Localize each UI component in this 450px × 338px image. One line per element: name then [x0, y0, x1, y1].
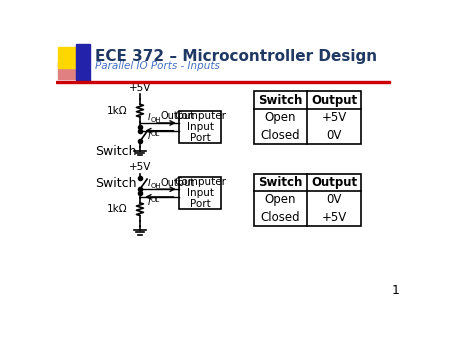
Text: 0V: 0V — [326, 193, 342, 207]
Text: I: I — [148, 113, 150, 122]
Text: I: I — [148, 132, 150, 141]
Text: Open: Open — [265, 193, 297, 207]
Text: Output: Output — [160, 112, 194, 121]
Text: Open: Open — [265, 111, 297, 124]
Text: +5V: +5V — [321, 211, 347, 224]
Bar — [56, 81, 390, 83]
Text: +5V: +5V — [129, 83, 151, 93]
Text: 1kΩ: 1kΩ — [107, 106, 127, 116]
Text: +5V: +5V — [129, 162, 151, 172]
Text: OL: OL — [151, 197, 160, 203]
Text: Switch: Switch — [258, 176, 303, 189]
Bar — [58, 62, 75, 79]
Text: I: I — [148, 179, 150, 188]
Text: 0V: 0V — [326, 128, 342, 142]
Text: Port: Port — [189, 132, 211, 143]
Bar — [58, 47, 80, 68]
Text: Input: Input — [186, 188, 213, 198]
Text: Switch: Switch — [258, 94, 303, 106]
Text: Computer: Computer — [174, 177, 226, 187]
Bar — [179, 111, 221, 143]
Text: Closed: Closed — [261, 128, 301, 142]
Text: Switch: Switch — [95, 177, 137, 190]
Text: OH: OH — [151, 117, 162, 123]
Text: Input: Input — [186, 122, 213, 132]
Text: 1kΩ: 1kΩ — [107, 204, 127, 214]
Text: OH: OH — [151, 183, 162, 189]
Text: +5V: +5V — [321, 111, 347, 124]
Bar — [254, 91, 361, 144]
Text: Computer: Computer — [174, 111, 226, 121]
Text: Output: Output — [311, 176, 357, 189]
Text: Port: Port — [189, 199, 211, 209]
Bar — [179, 177, 221, 209]
Text: Switch: Switch — [95, 145, 137, 158]
Text: I: I — [148, 198, 150, 207]
Text: OL: OL — [151, 131, 160, 137]
Text: 1: 1 — [392, 284, 400, 297]
Text: Closed: Closed — [261, 211, 301, 224]
Text: Output: Output — [311, 94, 357, 106]
Text: Parallel IO Ports - Inputs: Parallel IO Ports - Inputs — [95, 61, 220, 71]
Text: ECE 372 – Microcontroller Design: ECE 372 – Microcontroller Design — [95, 49, 377, 64]
Bar — [76, 44, 90, 81]
Bar — [254, 174, 361, 226]
Text: Output: Output — [160, 178, 194, 188]
